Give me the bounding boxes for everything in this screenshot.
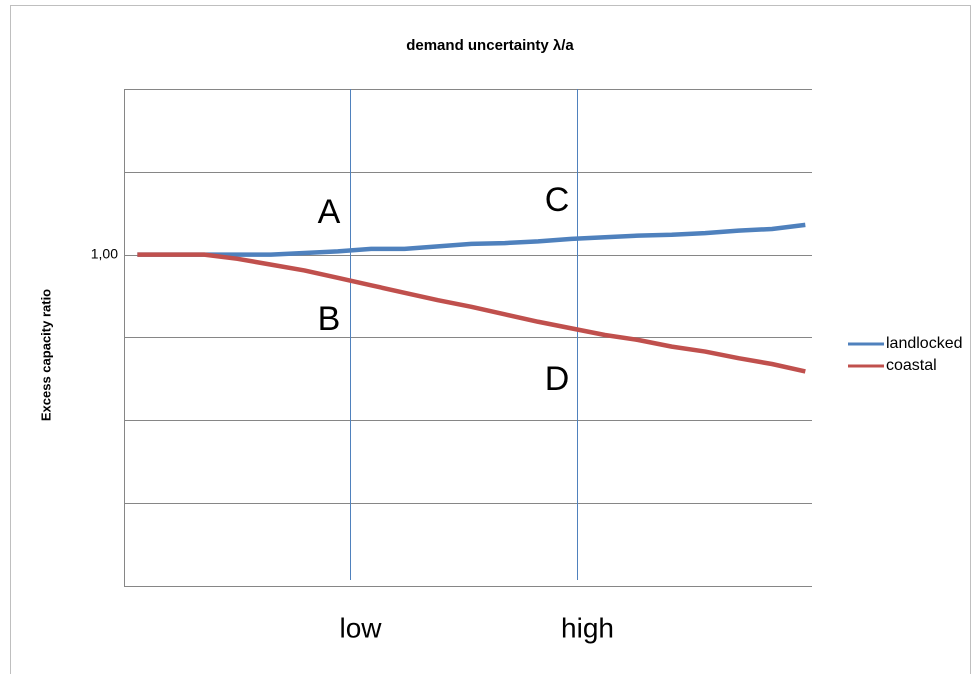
chart-frame [10, 5, 971, 674]
y-tick-label: 1,00 [91, 245, 118, 261]
chart-title: demand uncertainty λ/a [406, 37, 574, 54]
annotation: D [545, 360, 570, 398]
x-tick-label: high [561, 612, 614, 643]
line-series [137, 222, 806, 257]
annotation: B [318, 300, 341, 338]
annotation: A [318, 193, 341, 231]
legend-label: landlocked [886, 335, 963, 352]
x-tick-label: low [339, 612, 382, 643]
line-series [137, 252, 806, 374]
legend-label: coastal [886, 357, 937, 374]
annotation: C [545, 181, 570, 219]
y-axis-label: Excess capacity ratio [38, 289, 53, 421]
